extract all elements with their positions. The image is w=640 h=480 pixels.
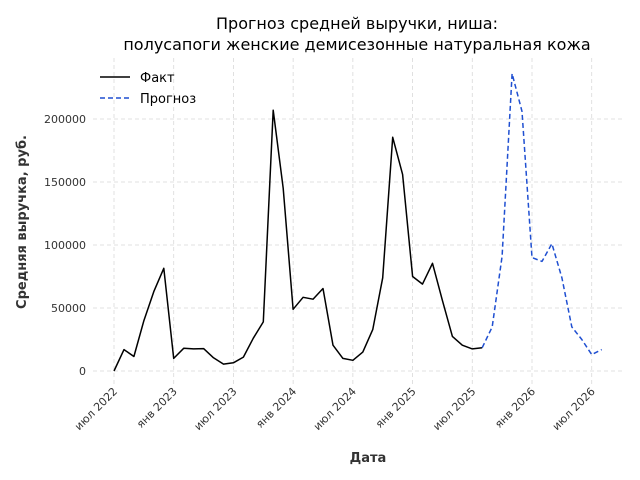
y-axis-ticks: 0 50000 100000 150000 200000 (44, 113, 86, 378)
x-tick-label: янв 2025 (373, 385, 419, 431)
legend: Факт Прогноз (100, 71, 196, 107)
x-tick-label: июл 2022 (72, 385, 120, 433)
fact-series-line (113, 109, 483, 372)
x-axis-label: Дата (350, 451, 387, 466)
grid (93, 58, 622, 384)
x-tick-label: июл 2026 (550, 385, 598, 433)
x-tick-label: июл 2023 (192, 385, 240, 433)
series-lines (113, 72, 603, 372)
chart-title-line-1: Прогноз средней выручки, ниша: (216, 14, 498, 33)
y-tick-label: 0 (79, 365, 86, 378)
x-tick-label: июл 2024 (311, 385, 359, 433)
y-tick-label: 50000 (51, 302, 86, 315)
x-tick-label: янв 2023 (134, 385, 180, 431)
y-tick-label: 100000 (44, 239, 86, 252)
x-tick-label: янв 2024 (253, 385, 299, 431)
x-tick-label: июл 2025 (430, 385, 478, 433)
legend-label-forecast: Прогноз (140, 92, 196, 107)
y-tick-label: 200000 (44, 113, 86, 126)
chart-title-line-2: полусапоги женские демисезонные натураль… (123, 35, 590, 54)
x-axis-ticks: июл 2022 янв 2023 июл 2023 янв 2024 июл 2024… (72, 385, 598, 433)
x-tick-label: янв 2026 (492, 385, 538, 431)
y-tick-label: 150000 (44, 176, 86, 189)
forecast-series-line (481, 72, 603, 356)
legend-label-fact: Факт (140, 71, 175, 86)
y-axis-label: Средняя выручка, руб. (15, 135, 30, 309)
